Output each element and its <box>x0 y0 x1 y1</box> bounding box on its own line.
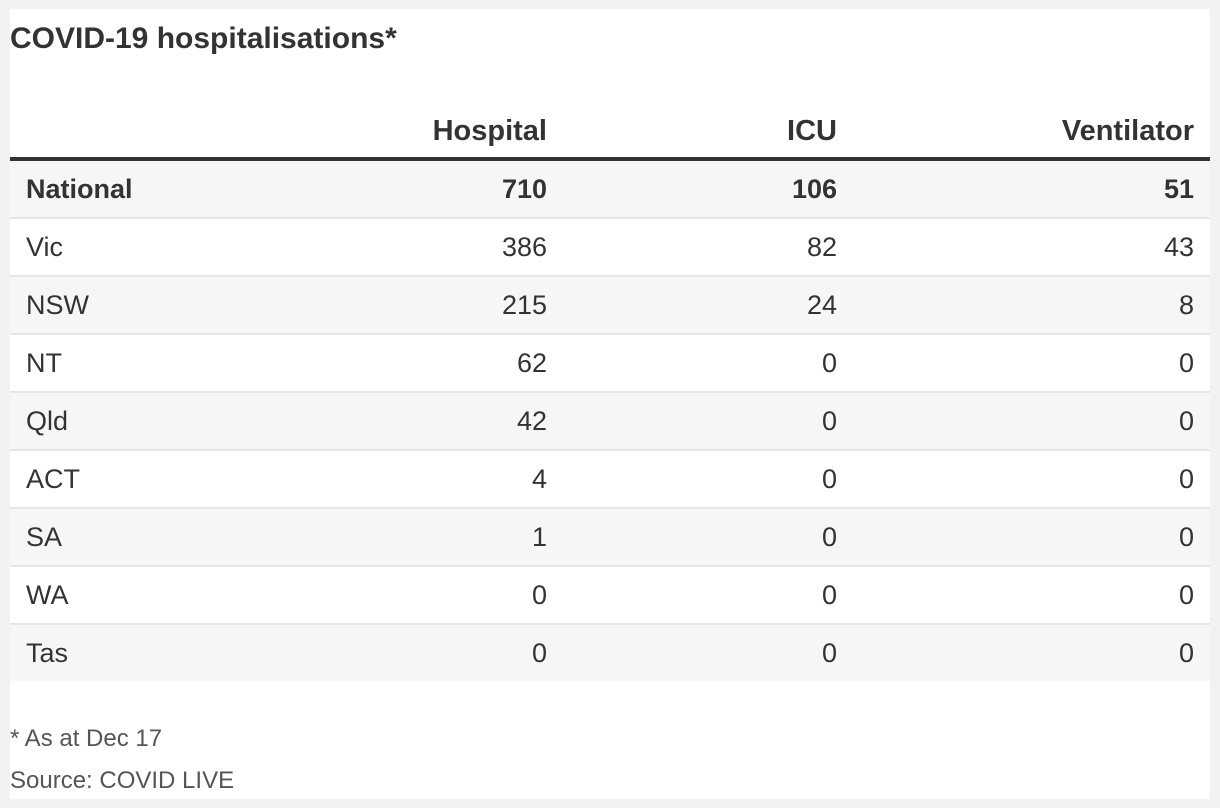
hospital-cell: 0 <box>273 566 563 625</box>
ventilator-cell: 8 <box>853 276 1210 335</box>
region-cell: NSW <box>10 276 273 335</box>
page-title: COVID-19 hospitalisations* <box>10 22 397 55</box>
footnote: * As at Dec 17 <box>10 725 163 752</box>
hospital-cell: 4 <box>273 450 563 509</box>
ventilator-cell: 0 <box>853 508 1210 567</box>
table-row-nt: NT 62 0 0 <box>10 334 1210 393</box>
ventilator-cell: 43 <box>853 218 1210 277</box>
region-cell: Qld <box>10 392 273 451</box>
region-cell: National <box>10 159 273 219</box>
icu-cell: 82 <box>563 218 853 277</box>
table-card: COVID-19 hospitalisations* Hospital ICU … <box>10 9 1210 799</box>
hospital-cell: 0 <box>273 624 563 681</box>
hospitalisations-table: Hospital ICU Ventilator National 710 106… <box>10 105 1210 681</box>
ventilator-cell: 0 <box>853 624 1210 681</box>
table-row-wa: WA 0 0 0 <box>10 566 1210 625</box>
table-row-act: ACT 4 0 0 <box>10 450 1210 509</box>
icu-cell: 0 <box>563 334 853 393</box>
header-row: Hospital ICU Ventilator <box>10 105 1210 161</box>
icu-cell: 106 <box>563 159 853 219</box>
table-header: Hospital ICU Ventilator <box>10 105 1210 161</box>
header-region <box>10 105 273 161</box>
table-row-nsw: NSW 215 24 8 <box>10 276 1210 335</box>
table-row-qld: Qld 42 0 0 <box>10 392 1210 451</box>
icu-cell: 24 <box>563 276 853 335</box>
header-hospital: Hospital <box>273 105 563 161</box>
icu-cell: 0 <box>563 624 853 681</box>
header-icu: ICU <box>563 105 853 161</box>
icu-cell: 0 <box>563 508 853 567</box>
icu-cell: 0 <box>563 392 853 451</box>
hospital-cell: 42 <box>273 392 563 451</box>
hospital-cell: 1 <box>273 508 563 567</box>
region-cell: Vic <box>10 218 273 277</box>
region-cell: SA <box>10 508 273 567</box>
ventilator-cell: 0 <box>853 334 1210 393</box>
header-ventilator: Ventilator <box>853 105 1210 161</box>
icu-cell: 0 <box>563 450 853 509</box>
table-row-vic: Vic 386 82 43 <box>10 218 1210 277</box>
ventilator-cell: 0 <box>853 566 1210 625</box>
table-body: National 710 106 51 Vic 386 82 43 NSW 21… <box>10 159 1210 681</box>
ventilator-cell: 0 <box>853 392 1210 451</box>
region-cell: ACT <box>10 450 273 509</box>
table-row-sa: SA 1 0 0 <box>10 508 1210 567</box>
table-row-national: National 710 106 51 <box>10 159 1210 219</box>
icu-cell: 0 <box>563 566 853 625</box>
hospital-cell: 62 <box>273 334 563 393</box>
region-cell: WA <box>10 566 273 625</box>
source-credit: Source: COVID LIVE <box>10 767 235 794</box>
table-row-tas: Tas 0 0 0 <box>10 624 1210 681</box>
region-cell: NT <box>10 334 273 393</box>
region-cell: Tas <box>10 624 273 681</box>
hospital-cell: 215 <box>273 276 563 335</box>
ventilator-cell: 0 <box>853 450 1210 509</box>
ventilator-cell: 51 <box>853 159 1210 219</box>
hospital-cell: 386 <box>273 218 563 277</box>
hospital-cell: 710 <box>273 159 563 219</box>
